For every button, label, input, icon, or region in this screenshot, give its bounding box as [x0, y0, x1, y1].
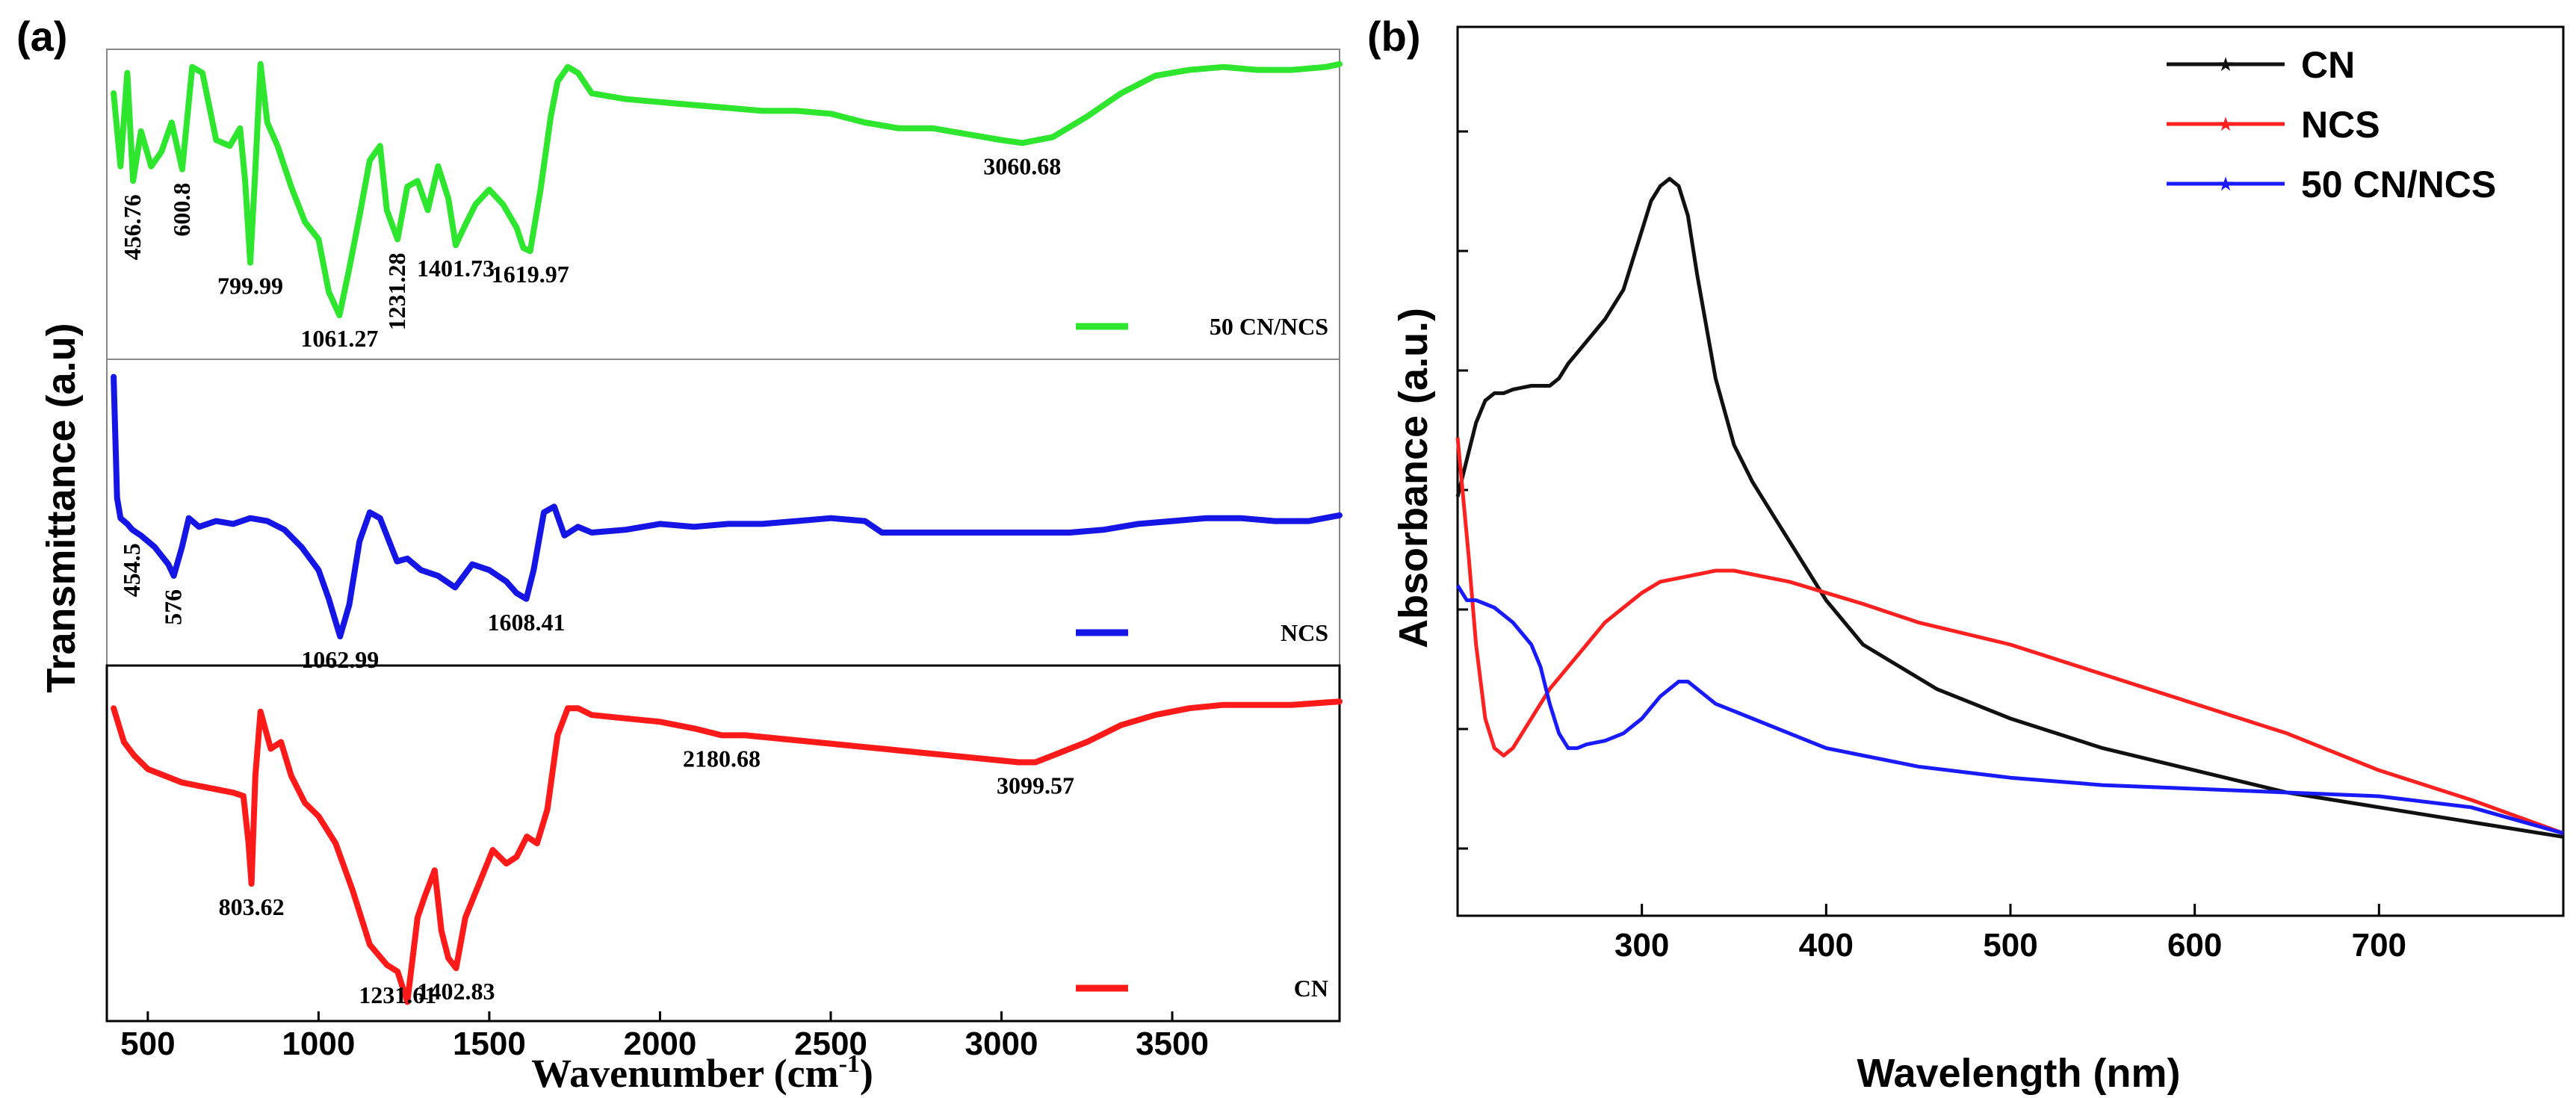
peak-label: 576	[160, 589, 187, 625]
peak-label: 1619.97	[492, 261, 569, 288]
panel-label-a: (a)	[16, 13, 67, 60]
series-line-b-1	[1455, 437, 2564, 835]
series-line-a-1	[111, 373, 1343, 639]
peak-label: 803.62	[219, 893, 285, 920]
x-axis-label-a: Wavenumber (cm-1)	[531, 1050, 873, 1096]
series-line-b-0	[1455, 176, 2564, 839]
legend-label-b: NCS	[2301, 104, 2380, 146]
peak-label: 3060.68	[983, 152, 1061, 179]
legend-label-a: NCS	[1281, 619, 1328, 646]
peak-label: 454.5	[118, 543, 145, 597]
subpanel-frame-top	[106, 49, 1340, 360]
legend-star-marker: ★	[2217, 114, 2234, 136]
x-tick-label-a: 3500	[1136, 1026, 1209, 1062]
peak-label: 1061.27	[300, 325, 378, 352]
x-axis-ticks-a: 500 1000 1500 2000 2500 3000 3500	[120, 1011, 1209, 1062]
legend-b: ★ CN ★ NCS ★ 50 CN/NCS	[2167, 44, 2496, 205]
axis-ticks-b: 300 400 500 600 700	[1458, 130, 2406, 964]
legend-star-marker: ★	[2217, 173, 2234, 196]
peak-label: 1401.73	[417, 255, 495, 282]
y-axis-label-a: Transmittance (a.u)	[39, 323, 84, 692]
series-group-b	[1455, 176, 2564, 839]
peak-label: 799.99	[217, 273, 283, 300]
legend-label-a: CN	[1294, 975, 1328, 1002]
x-tick-label-a: 3000	[965, 1026, 1038, 1062]
series-line-a-2	[111, 698, 1343, 1005]
x-axis-label-b: Wavelength (nm)	[1857, 1051, 2180, 1096]
peak-label: 3099.57	[997, 772, 1074, 799]
legend-label-b: 50 CN/NCS	[2301, 164, 2496, 205]
plot-frame-b	[1456, 25, 2565, 917]
panel-label-b: (b)	[1367, 13, 1421, 60]
peak-label: 1402.83	[418, 978, 495, 1005]
legend-label-a: 50 CN/NCS	[1210, 313, 1328, 340]
series-line-b-2	[1455, 584, 2564, 835]
y-axis-label-b: Absorbance (a.u.)	[1391, 308, 1436, 648]
chart-uvvis: (b) Absorbance (a.u.) Wavelength (nm) 30…	[1367, 13, 2565, 1096]
peak-label: 456.76	[119, 194, 146, 260]
x-tick-label-a: 1500	[453, 1026, 526, 1062]
peak-label: 1231.28	[383, 252, 410, 330]
peak-label: 600.8	[168, 183, 195, 237]
x-tick-label-b: 400	[1799, 927, 1854, 964]
x-tick-label-a: 500	[120, 1026, 175, 1062]
x-axis-label-a-close: )	[860, 1051, 873, 1096]
peak-label: 1608.41	[488, 609, 566, 636]
x-tick-label-b: 700	[2352, 927, 2406, 964]
peak-label: 1231.61	[359, 981, 436, 1008]
legend-a: 50 CN/NCS NCS CN	[1076, 313, 1328, 1002]
peak-label: 1062.99	[301, 646, 379, 673]
x-axis-label-a-sup: -1	[839, 1050, 860, 1078]
series-line-a-0	[111, 61, 1343, 319]
series-group-a	[111, 61, 1343, 1005]
peak-label: 2180.68	[683, 745, 761, 772]
x-tick-label-a: 1000	[282, 1026, 355, 1062]
x-tick-label-b: 500	[1983, 927, 2037, 964]
x-tick-label-b: 300	[1614, 927, 1669, 964]
x-axis-label-a-main: Wavenumber (cm	[531, 1051, 838, 1096]
x-tick-label-b: 600	[2167, 927, 2222, 964]
subpanel-frame-bottom	[105, 664, 1341, 1023]
legend-label-b: CN	[2301, 44, 2355, 86]
x-tick-label-a: 2500	[794, 1026, 867, 1062]
x-tick-label-a: 2000	[623, 1026, 696, 1062]
subpanel-frame-middle	[106, 359, 1340, 666]
chart-ftir: (a) Transmittance (a.u) Wavenumber (cm-1…	[16, 13, 1343, 1096]
legend-star-marker: ★	[2217, 54, 2234, 76]
